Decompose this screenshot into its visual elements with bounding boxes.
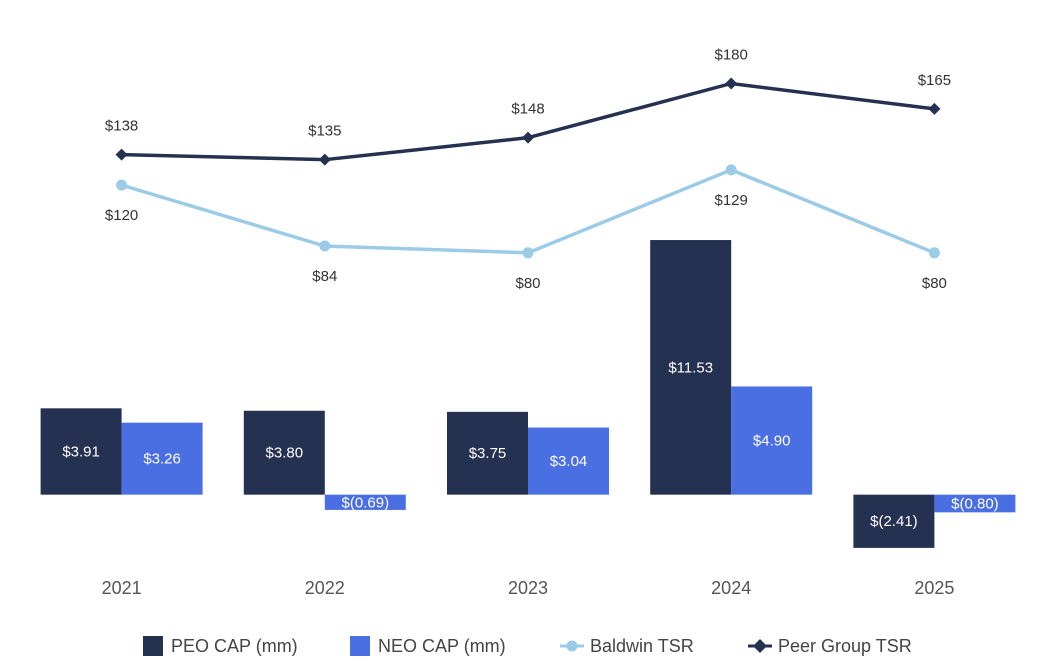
line-marker bbox=[725, 164, 737, 176]
line-marker bbox=[928, 247, 940, 259]
bar-value-label: $4.90 bbox=[753, 433, 791, 450]
line-value-label: $138 bbox=[105, 118, 138, 135]
line bbox=[121, 81, 935, 162]
legend-label: NEO CAP (mm) bbox=[378, 636, 506, 656]
line-value-label: $129 bbox=[715, 192, 748, 209]
x-tick-label: 2022 bbox=[305, 578, 345, 598]
bar bbox=[447, 411, 528, 495]
line bbox=[121, 167, 936, 255]
legend-marker bbox=[566, 640, 578, 652]
bar-value-label: $(2.41) bbox=[870, 513, 918, 530]
line-value-label: $165 bbox=[918, 72, 951, 89]
legend-swatch bbox=[350, 636, 370, 656]
line-marker bbox=[522, 247, 534, 259]
line-marker bbox=[725, 77, 738, 90]
legend-label: Peer Group TSR bbox=[778, 636, 912, 656]
line-value-label: $135 bbox=[308, 123, 341, 140]
line-value-label: $120 bbox=[105, 207, 138, 224]
bar-value-label: $3.26 bbox=[143, 451, 181, 468]
line-value-label: $84 bbox=[312, 268, 337, 285]
bar-value-label: $(0.69) bbox=[342, 494, 390, 511]
x-tick-label: 2021 bbox=[102, 578, 142, 598]
bar bbox=[650, 240, 732, 495]
line-marker bbox=[928, 102, 941, 115]
bar bbox=[853, 494, 935, 548]
line-marker bbox=[319, 240, 331, 252]
line-marker bbox=[318, 153, 331, 166]
x-tick-label: 2023 bbox=[508, 578, 548, 598]
legend-label: Baldwin TSR bbox=[590, 636, 694, 656]
bar bbox=[731, 386, 813, 495]
bar bbox=[528, 427, 609, 495]
line-marker bbox=[116, 179, 128, 191]
x-tick-label: 2024 bbox=[711, 578, 751, 598]
x-tick-label: 2025 bbox=[914, 578, 954, 598]
line-value-label: $80 bbox=[922, 275, 947, 292]
legend-marker bbox=[753, 639, 767, 653]
line-value-label: $148 bbox=[511, 101, 544, 118]
bar bbox=[40, 408, 122, 495]
legend-swatch bbox=[143, 636, 163, 656]
bar-value-label: $3.80 bbox=[266, 445, 304, 462]
line-marker bbox=[115, 148, 128, 161]
bar bbox=[934, 494, 1016, 513]
legend-label: PEO CAP (mm) bbox=[171, 636, 298, 656]
line-marker bbox=[522, 131, 534, 144]
bar bbox=[243, 410, 325, 495]
line-value-label: $180 bbox=[715, 46, 748, 63]
bar bbox=[121, 422, 203, 495]
bar-value-label: $3.04 bbox=[550, 453, 588, 470]
bar-value-label: $(0.80) bbox=[951, 495, 999, 512]
bar-value-label: $3.75 bbox=[469, 445, 507, 462]
bar-value-label: $11.53 bbox=[668, 359, 713, 376]
line-value-label: $80 bbox=[515, 275, 540, 292]
bar bbox=[324, 494, 406, 510]
bar-value-label: $3.91 bbox=[62, 443, 100, 460]
